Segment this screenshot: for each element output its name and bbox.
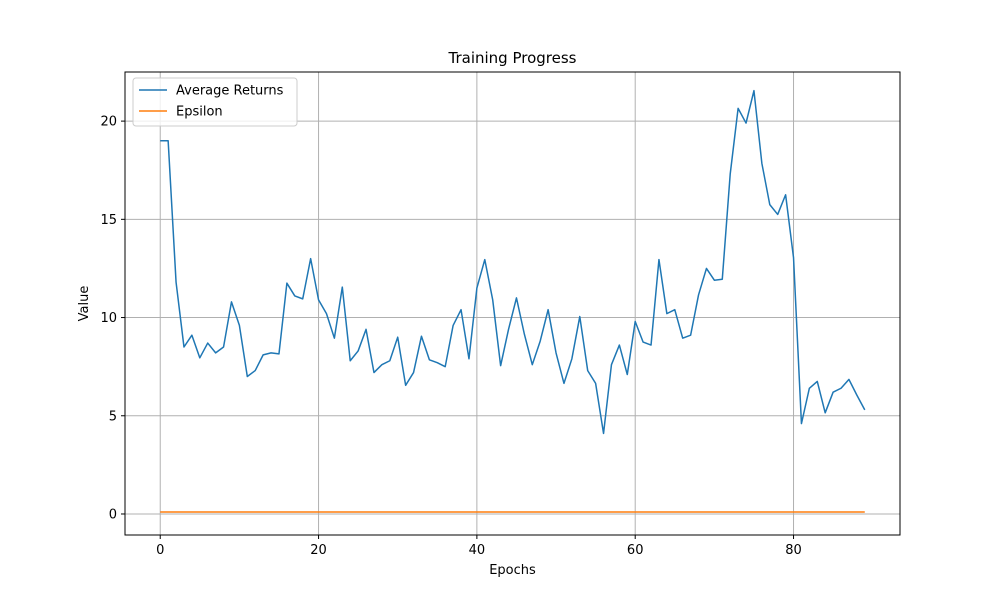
legend-label-1: Epsilon [176,105,223,120]
chart-title: Training Progress [448,49,577,67]
plot-frame [124,71,901,536]
series-layer [160,89,866,513]
legend-box [132,77,298,127]
x-tick-label: 80 [785,543,802,558]
y-tick-label: 20 [100,115,117,130]
y-tick-label: 5 [109,409,117,424]
y-tick-label: 15 [100,213,117,228]
y-axis-label: Value [77,286,92,322]
ticks: 0 20 40 60 80 0 5 10 15 20 [100,115,801,558]
x-tick-label: 60 [627,543,644,558]
series-line-0 [160,89,866,435]
x-tick-label: 0 [156,543,164,558]
x-tick-label: 20 [310,543,327,558]
legend: Average Returns Epsilon [132,77,298,127]
x-tick-label: 40 [469,543,486,558]
x-axis-label: Epochs [489,563,536,578]
legend-label-0: Average Returns [176,84,284,99]
grid [125,72,900,535]
y-tick-label: 0 [109,507,117,522]
y-tick-label: 10 [100,311,117,326]
